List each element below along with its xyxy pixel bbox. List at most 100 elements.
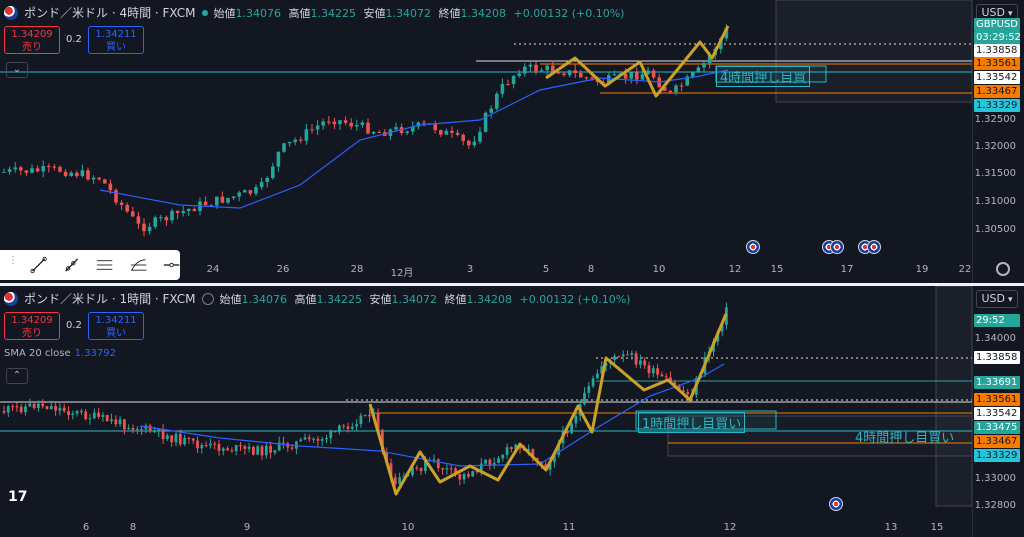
price-label: 1.33329	[974, 449, 1020, 462]
parallel-channel-icon[interactable]	[96, 255, 113, 275]
candle	[52, 166, 57, 168]
candle	[329, 431, 333, 438]
event-flag-icon[interactable]	[830, 240, 844, 254]
price-label: 1.33467	[974, 435, 1020, 448]
candle	[230, 450, 234, 452]
price-label: 1.33858	[974, 351, 1020, 364]
chart-panel-1h[interactable]: ポンド／米ドル · 1時間 · FXCM 始値1.34076 高値1.34225…	[0, 286, 1024, 537]
candle	[441, 467, 444, 470]
candle	[24, 406, 27, 413]
candle	[41, 166, 45, 172]
symbol-title[interactable]: ポンド／米ドル · 4時間 · FXCM	[24, 6, 196, 20]
candle	[472, 141, 477, 146]
candle	[467, 140, 471, 146]
buy-button[interactable]: 1.34211 買い	[88, 312, 144, 340]
symbol-title[interactable]: ポンド／米ドル · 1時間 · FXCM	[24, 292, 196, 306]
annotation-4h-dip-buy[interactable]: 4時間押し目買い	[855, 431, 955, 446]
candle	[376, 412, 380, 430]
candle	[282, 143, 286, 152]
candle	[402, 476, 406, 478]
price-label: 1.33561	[974, 57, 1020, 70]
annotation-4h-dip-buy[interactable]: 4時間押し目買	[716, 66, 811, 87]
candle	[123, 419, 126, 430]
candle	[570, 423, 573, 434]
candle	[646, 70, 650, 75]
x-tick-label: 22	[958, 264, 972, 275]
candle	[685, 76, 689, 86]
candle	[321, 121, 325, 126]
spread-value: 0.2	[66, 320, 82, 331]
candle	[293, 139, 297, 142]
candle	[527, 449, 530, 451]
eye-icon[interactable]	[201, 292, 214, 305]
price-chart-4h[interactable]	[0, 0, 972, 283]
candle	[125, 204, 129, 212]
candle	[450, 130, 454, 133]
candle	[237, 192, 241, 197]
candle	[252, 446, 255, 455]
candle	[643, 360, 647, 366]
drag-handle-icon[interactable]: ⋮	[8, 255, 18, 266]
sell-button[interactable]: 1.34209 売り	[4, 312, 60, 340]
candle	[209, 205, 213, 207]
candle	[411, 126, 415, 132]
chart-panel-4h[interactable]: ポンド／米ドル · 4時間 · FXCM 始値1.34076 高値1.34225…	[0, 0, 1024, 283]
sma-legend[interactable]: SMA 20 close 1.33792	[4, 348, 117, 359]
candle	[679, 85, 684, 87]
candle	[49, 405, 53, 410]
candle	[488, 459, 492, 465]
drawing-toolbar[interactable]: ⋮	[0, 250, 180, 280]
candle	[366, 122, 370, 134]
candle	[651, 368, 655, 374]
annotation-1h-dip-buy[interactable]: 1時間押し目買い	[638, 412, 746, 433]
candle	[7, 169, 12, 172]
candle	[170, 435, 174, 443]
ticker-badge: GBPUSD	[974, 18, 1020, 31]
candle	[342, 425, 346, 427]
trend-line-icon[interactable]	[30, 255, 47, 275]
zigzag-line	[368, 313, 728, 496]
currency-selector[interactable]: USD	[976, 290, 1018, 308]
gear-icon[interactable]	[996, 262, 1010, 276]
ohlc-values: 始値1.34076 高値1.34225 安値1.34072 終値1.34208 …	[213, 6, 625, 20]
price-axis-1h[interactable]: USD 29:52 1.338581.336911.335611.335421.…	[972, 286, 1024, 537]
candle	[161, 429, 165, 440]
price-axis-4h[interactable]: USD GBPUSD 03:29:52 1.338581.335611.3354…	[972, 0, 1024, 283]
collapse-legend-button[interactable]: ⌄	[6, 62, 28, 78]
candle	[696, 67, 701, 73]
candle	[239, 445, 242, 447]
collapse-legend-button[interactable]: ⌃	[6, 368, 28, 384]
candle	[58, 167, 62, 172]
event-flag-icon[interactable]	[867, 240, 881, 254]
buy-button[interactable]: 1.34211 買い	[88, 26, 144, 54]
horizontal-line-icon[interactable]	[163, 255, 180, 275]
x-tick-label: 8	[587, 264, 595, 275]
candle	[217, 444, 221, 451]
range-box	[775, 0, 972, 103]
x-tick-label: 28	[350, 264, 364, 275]
candle	[234, 445, 238, 452]
candle	[551, 65, 555, 73]
fib-retracement-icon[interactable]	[130, 255, 147, 275]
candle	[458, 474, 462, 480]
candle	[583, 392, 586, 405]
candle	[479, 463, 483, 473]
ray-line-icon[interactable]	[63, 255, 80, 275]
price-label: 1.33475	[974, 421, 1020, 434]
candle	[6, 406, 10, 413]
candle	[461, 134, 465, 141]
candle	[276, 151, 281, 167]
candle	[58, 407, 62, 411]
x-tick-label: 11	[562, 522, 576, 533]
panel-divider[interactable]	[0, 283, 1024, 286]
event-flag-icon[interactable]	[746, 240, 760, 254]
candle	[355, 424, 358, 427]
candle	[119, 202, 124, 205]
candle	[626, 354, 629, 356]
candle	[110, 419, 113, 422]
price-chart-1h[interactable]	[0, 286, 972, 537]
candle	[359, 415, 363, 425]
event-flag-icon[interactable]	[829, 497, 843, 511]
candle	[338, 120, 342, 125]
sell-button[interactable]: 1.34209 売り	[4, 26, 60, 54]
